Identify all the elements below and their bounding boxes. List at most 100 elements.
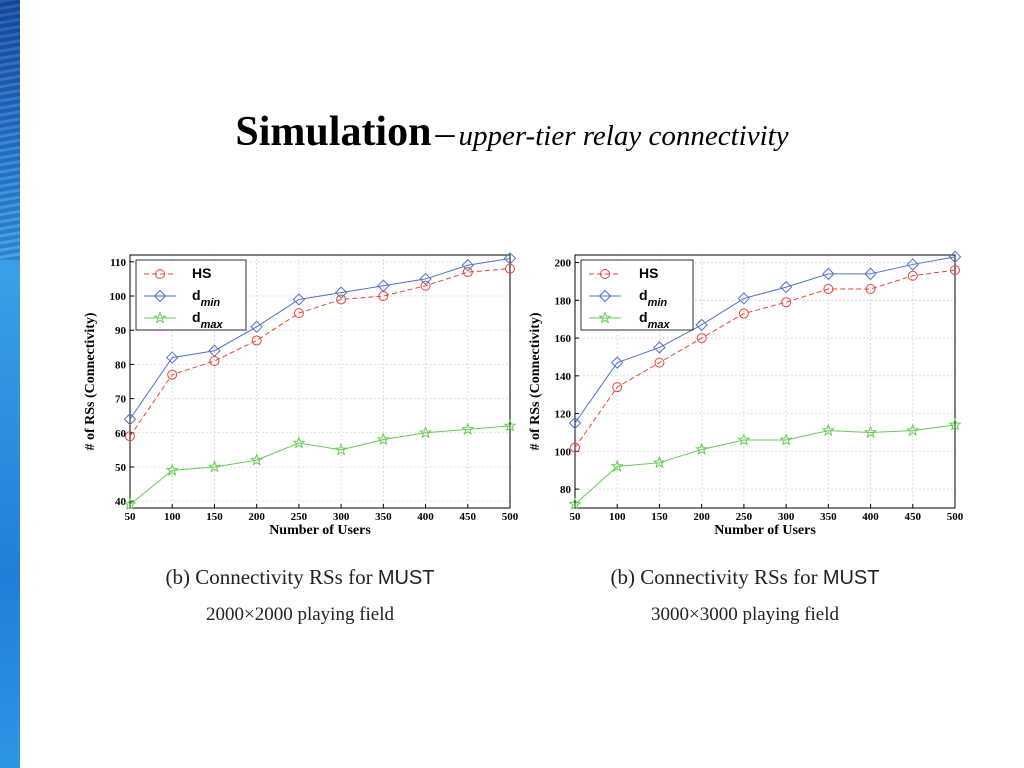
y-tick-label: 50 [115, 462, 127, 474]
series-hs [570, 265, 960, 453]
series-dmin [568, 250, 962, 430]
y-tick-label: 200 [555, 258, 572, 270]
data-point [125, 431, 135, 442]
y-tick-label: 100 [110, 291, 127, 303]
data-point [334, 286, 348, 299]
series-line [574, 256, 956, 424]
caption-3000: (b) Connectivity RSs for MUST 3000×3000 … [545, 565, 945, 626]
data-point [653, 341, 666, 354]
x-tick-label: 50 [570, 511, 582, 523]
x-tick-label: 150 [651, 511, 668, 523]
series-dmax [568, 417, 962, 510]
grid [129, 255, 511, 508]
data-point [652, 455, 667, 469]
data-point [461, 422, 475, 435]
data-point [377, 279, 390, 292]
caption-field: 3000×3000 playing field [650, 604, 840, 625]
data-point [822, 267, 835, 281]
series-line [574, 424, 956, 505]
plot-frame [574, 254, 956, 509]
data-point [419, 272, 432, 286]
y-tick-label: 90 [115, 325, 127, 337]
data-point [568, 416, 582, 430]
y-tick-label: 120 [555, 409, 572, 421]
slide-title-subtitle: upper-tier relay connectivity [458, 120, 789, 152]
y-tick-label: 60 [115, 428, 127, 440]
data-point [695, 442, 709, 456]
data-point [418, 425, 433, 439]
data-point [737, 433, 751, 446]
data-point [696, 333, 707, 344]
caption-field: 2000×2000 playing field [205, 604, 395, 625]
data-point [568, 497, 582, 510]
data-point [948, 250, 962, 264]
y-tick-label: 40 [115, 496, 127, 508]
x-tick-label: 250 [291, 511, 308, 523]
x-tick-label: 350 [375, 511, 392, 523]
legend-marker [598, 311, 612, 324]
series-dmin [123, 252, 517, 426]
data-point [695, 318, 708, 332]
y-tick-label: 70 [115, 394, 127, 406]
data-point [906, 423, 920, 437]
plot-frame [129, 254, 511, 509]
data-point [207, 460, 222, 473]
x-tick-label: 100 [609, 511, 626, 523]
caption-2000: (b) Connectivity RSs for MUST 2000×2000 … [100, 565, 500, 626]
data-point [612, 382, 623, 393]
series-line [129, 425, 511, 505]
axes: 50 100 150 200 250 300 350 400 450 500 80 100 120 140… [528, 258, 964, 538]
data-point [611, 356, 624, 369]
legend-label-subscript: min [648, 297, 668, 309]
legend-box [580, 259, 694, 331]
legend-label: HS [192, 265, 211, 281]
data-point [779, 433, 793, 446]
caption-must: MUST [377, 567, 435, 589]
data-point [737, 292, 751, 305]
data-point [864, 267, 877, 281]
legend-label-subscript: min [201, 297, 221, 309]
series-line [129, 257, 511, 420]
caption-label: (b) [165, 565, 190, 589]
y-axis-label: # of RSs (Connectivity) [83, 312, 98, 450]
x-tick-label: 400 [862, 511, 879, 523]
data-point [123, 412, 137, 426]
legend-marker [155, 269, 165, 279]
data-point [123, 497, 137, 511]
data-point [293, 308, 304, 319]
data-point [165, 463, 179, 477]
x-tick-label: 350 [820, 511, 837, 523]
x-tick-label: 300 [333, 511, 350, 523]
x-axis-label: Number of Users [714, 523, 816, 538]
y-tick-label: 80 [560, 484, 572, 496]
data-point [948, 417, 962, 431]
series-dmax [123, 419, 517, 511]
series-line [574, 269, 956, 448]
data-point [376, 432, 390, 446]
x-tick-label: 200 [693, 511, 710, 523]
data-point [907, 270, 918, 281]
chart-connectivity-2000: 50 100 150 200 250 300 350 400 450 500 40 50 60 70 80 9… [83, 252, 519, 538]
data-point [779, 280, 793, 294]
data-point [503, 419, 517, 432]
data-point [503, 252, 517, 265]
y-tick-label: 110 [110, 257, 126, 269]
slide-title-separator: – [435, 112, 455, 154]
caption-text: Connectivity RSs for [195, 565, 373, 589]
data-point [420, 280, 431, 291]
y-axis-label: # of RSs (Connectivity) [528, 312, 543, 450]
y-tick-label: 160 [555, 333, 572, 345]
axes: 50 100 150 200 250 300 350 400 450 500 40 50 60 70 80 9… [83, 257, 519, 538]
data-point [461, 259, 474, 272]
legend-marker [598, 289, 612, 303]
x-tick-label: 400 [417, 511, 434, 523]
x-tick-label: 500 [947, 511, 964, 523]
data-point [250, 320, 263, 334]
data-point [821, 423, 835, 437]
legend-marker [600, 269, 610, 279]
y-tick-label: 140 [555, 371, 572, 383]
data-point [250, 453, 264, 466]
x-tick-label: 450 [905, 511, 922, 523]
caption-label: (b) [610, 565, 635, 589]
